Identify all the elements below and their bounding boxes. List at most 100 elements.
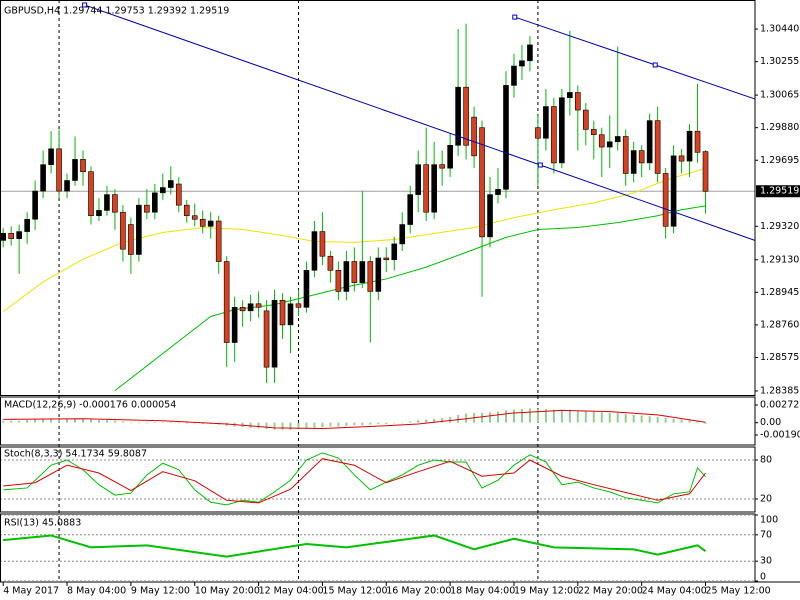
candle-body bbox=[423, 164, 429, 213]
candle-body bbox=[662, 173, 669, 227]
y-tick-label: 1.29130 bbox=[760, 254, 799, 265]
macd-bar bbox=[504, 410, 507, 423]
price-pane bbox=[0, 2, 755, 391]
candle-body bbox=[383, 257, 390, 261]
macd-bar bbox=[704, 422, 707, 424]
macd-bar bbox=[193, 422, 196, 424]
macd-bar bbox=[345, 422, 348, 426]
macd-bar bbox=[2, 420, 5, 423]
macd-bar bbox=[417, 420, 420, 423]
macd-bar bbox=[58, 418, 61, 423]
macd-bar bbox=[536, 409, 539, 423]
macd-bar bbox=[18, 420, 21, 423]
y-tick-label: 1.30065 bbox=[760, 90, 799, 101]
y-tick-label: 30 bbox=[760, 556, 772, 567]
y-tick-label: -0.001906 bbox=[760, 429, 800, 440]
candle-body bbox=[167, 180, 174, 188]
candle-body bbox=[144, 204, 150, 213]
macd-bar bbox=[520, 409, 523, 423]
macd-bar bbox=[137, 422, 140, 423]
macd-bar bbox=[313, 422, 316, 428]
candle-body bbox=[638, 150, 645, 164]
macd-bar bbox=[153, 422, 156, 423]
candle-body bbox=[479, 127, 485, 238]
macd-bar bbox=[688, 420, 691, 423]
candle-body bbox=[207, 220, 214, 227]
y-tick-label: 0 bbox=[760, 572, 766, 583]
trendline-anchor bbox=[537, 162, 543, 168]
candle-body bbox=[678, 155, 685, 162]
candle-body bbox=[598, 134, 605, 148]
macd-bar bbox=[624, 414, 627, 423]
macd-bar bbox=[449, 416, 452, 423]
candle-body bbox=[559, 97, 565, 164]
candle-body bbox=[239, 307, 246, 312]
y-tick-label: 1.28575 bbox=[760, 352, 799, 363]
macd-bar bbox=[656, 416, 659, 423]
x-tick-label: 10 May 20:00 bbox=[195, 586, 260, 597]
macd-bar bbox=[465, 413, 468, 423]
macd-bar bbox=[50, 418, 53, 423]
macd-bar bbox=[489, 412, 492, 423]
macd-bar bbox=[600, 412, 603, 423]
x-tick-label: 19 May 12:00 bbox=[514, 586, 579, 597]
macd-bar bbox=[544, 409, 547, 423]
macd-bar bbox=[169, 422, 172, 423]
chart-title: GBPUSD,H4 1.29744 1.29753 1.29392 1.2951… bbox=[4, 6, 229, 17]
indicator-title: MACD(12,26,9) -0.000176 0.000054 bbox=[4, 400, 176, 411]
macd-bar bbox=[26, 420, 29, 423]
macd-bar bbox=[361, 422, 364, 426]
macd-bar bbox=[568, 409, 571, 423]
candle-body bbox=[567, 92, 573, 99]
x-tick-label: 16 May 20:00 bbox=[386, 586, 451, 597]
macd-bar bbox=[10, 420, 13, 423]
macd-bar bbox=[664, 418, 667, 423]
macd-bar bbox=[497, 411, 500, 423]
y-tick-label: 1.29320 bbox=[760, 221, 799, 232]
candle-body bbox=[279, 299, 286, 326]
stoch-pane bbox=[0, 452, 755, 506]
candle-body bbox=[495, 189, 501, 195]
macd-bar bbox=[353, 422, 356, 426]
candle-body bbox=[295, 303, 302, 308]
candle-body bbox=[686, 130, 693, 162]
candle-body bbox=[622, 136, 629, 174]
y-tick-label: 20 bbox=[760, 494, 772, 505]
candle-body bbox=[487, 194, 493, 238]
candle-body bbox=[590, 129, 597, 136]
macd-bar bbox=[409, 421, 412, 423]
candle-body bbox=[630, 150, 637, 174]
trendline bbox=[514, 16, 755, 100]
candle-body bbox=[128, 224, 134, 255]
macd-bar bbox=[113, 420, 116, 423]
candle-body bbox=[319, 231, 326, 257]
candle-body bbox=[519, 60, 525, 67]
y-tick-label: 1.30255 bbox=[760, 56, 799, 67]
macd-bar bbox=[201, 422, 204, 424]
macd-bar bbox=[337, 422, 340, 427]
x-tick-label: 18 May 04:00 bbox=[450, 586, 515, 597]
candle-body bbox=[136, 204, 142, 255]
y-tick-label: 1.30440 bbox=[760, 24, 799, 35]
candle-body bbox=[64, 180, 70, 192]
current-price-label: 1.29519 bbox=[760, 186, 799, 197]
macd-bar bbox=[289, 422, 292, 430]
candle-body bbox=[0, 233, 6, 241]
candle-body bbox=[112, 194, 118, 213]
indicator-line bbox=[3, 534, 707, 558]
candle-body bbox=[527, 44, 533, 62]
candle-body bbox=[80, 159, 86, 173]
candle-body bbox=[120, 211, 126, 250]
macd-bar bbox=[74, 418, 77, 423]
macd-bar bbox=[433, 418, 436, 423]
trendline-anchor bbox=[512, 14, 518, 20]
macd-bar bbox=[592, 411, 595, 423]
candle-body bbox=[96, 210, 102, 217]
candle-body bbox=[263, 310, 270, 368]
y-tick-label: 0.002725 bbox=[760, 400, 800, 411]
candle-body bbox=[463, 86, 469, 146]
candle-body bbox=[367, 261, 374, 292]
candle-body bbox=[439, 164, 445, 169]
candle-body bbox=[614, 136, 621, 143]
macd-bar bbox=[481, 412, 484, 423]
